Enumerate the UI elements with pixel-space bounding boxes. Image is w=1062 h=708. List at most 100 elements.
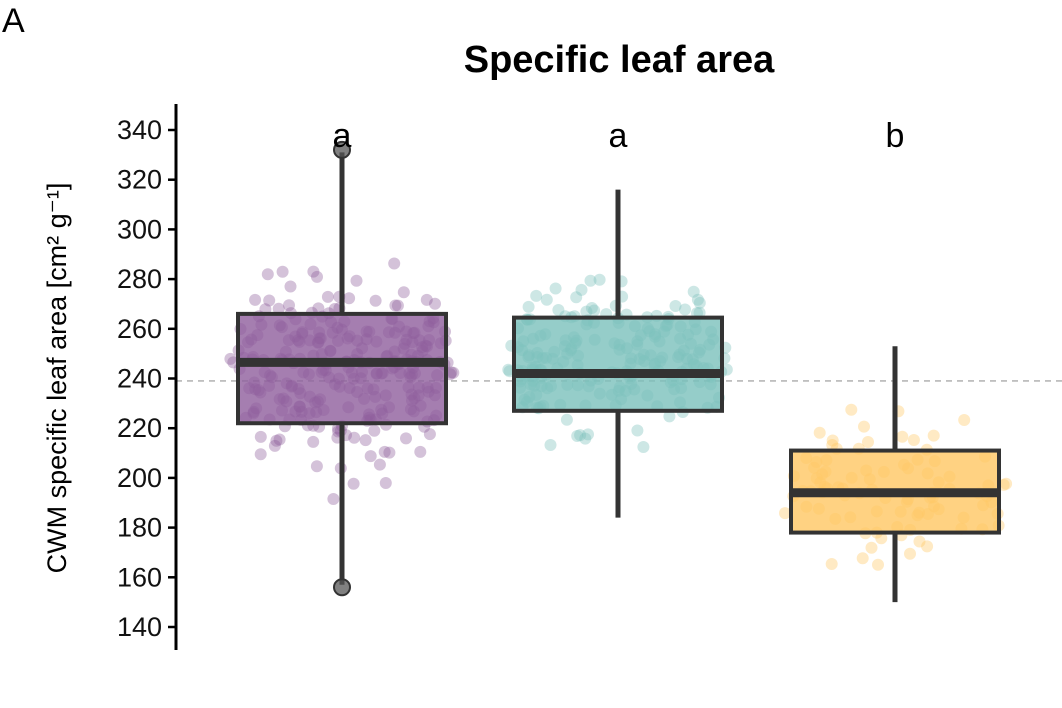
data-point [270,434,283,447]
y-axis-label: CWM specific leaf area [cm² g⁻¹] [42,183,72,574]
data-point [391,299,404,312]
significance-letter: b [886,117,905,155]
data-point [312,302,325,315]
data-point [1000,477,1013,490]
data-point [369,294,382,307]
data-point [574,429,587,442]
data-point [691,293,704,306]
y-tick-label: 160 [117,562,162,592]
y-axis-label-group: CWM specific leaf area [cm² g⁻¹] [42,183,72,574]
data-point [383,446,396,459]
data-point [388,257,401,270]
data-point [584,274,597,287]
data-point [522,300,535,313]
data-point [552,304,565,316]
data-point [400,432,412,445]
box [236,311,448,426]
y-tick-label: 240 [117,364,162,394]
data-point [249,293,262,306]
data-point [254,448,267,461]
data-point [669,300,682,312]
y-tick-label: 200 [117,463,162,493]
data-point [368,424,381,437]
data-point [254,430,267,443]
y-tick-label: 180 [117,513,162,543]
box [512,315,724,413]
data-point [348,431,361,444]
data-point [575,283,588,296]
data-point [276,265,289,278]
data-point [907,434,920,446]
data-point [825,558,838,570]
data-point [284,280,297,293]
data-point [571,430,584,442]
data-point [429,297,441,310]
data-point [826,434,839,447]
data-point [856,552,869,565]
data-point [631,424,644,437]
data-point [327,493,340,505]
panel-label: A [2,2,25,40]
data-point [679,303,691,316]
data-point [544,439,557,451]
y-tick-label: 320 [117,165,162,195]
data-point [347,477,360,490]
data-point [637,441,650,453]
data-point [826,439,839,451]
outlier-point [333,578,351,597]
data-point [549,282,562,295]
data-point [693,296,706,309]
y-tick-label: 300 [117,214,162,244]
data-point [379,477,392,489]
data-point [307,265,320,278]
data-point [663,410,676,423]
data-point [364,450,377,463]
data-point [904,547,916,560]
data-point [580,305,593,318]
data-point [579,432,592,445]
data-point [779,507,791,520]
data-point [530,289,543,302]
data-point [858,420,870,433]
data-point [865,541,878,554]
data-point [321,290,334,303]
data-point [268,439,281,452]
y-tick-label: 140 [117,612,162,642]
data-point [958,414,971,426]
data-point [224,352,237,365]
data-point [896,430,909,443]
data-point [343,292,356,305]
data-point [875,532,888,545]
data-point [423,428,436,441]
y-tick-label: 280 [117,264,162,294]
data-point [350,274,363,287]
data-point [263,294,276,307]
y-tick-label: 340 [117,115,162,145]
y-axis: 140 160 180 200 220 240 260 280 300 320 340 [117,104,178,650]
data-point [378,445,391,458]
data-point [420,293,433,306]
data-point [447,366,460,379]
data-point [414,445,427,458]
data-point [845,403,858,416]
data-point [445,366,458,379]
y-tick-label: 220 [117,413,162,443]
data-point [272,302,285,315]
significance-letter: a [609,117,628,155]
data-point [585,302,598,314]
data-point [311,270,323,283]
data-point [389,299,402,312]
data-point [872,558,884,571]
data-point [927,429,940,442]
data-point [862,436,874,448]
data-point [502,363,515,376]
data-point [570,291,583,304]
y-tick-label: 260 [117,314,162,344]
outlier-point [333,140,351,159]
data-point [813,426,826,439]
data-point [307,435,320,448]
significance-letter: a [333,117,352,155]
data-point [261,268,274,281]
